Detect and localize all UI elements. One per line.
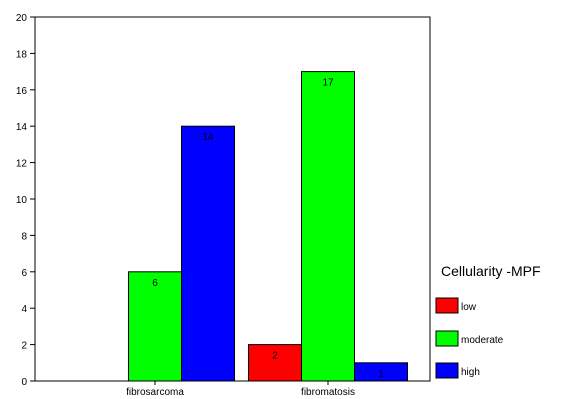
legend-swatch-low xyxy=(435,297,459,314)
legend-title: Cellularity -MPF xyxy=(441,263,541,279)
x-category-label: fibrosarcoma xyxy=(126,387,184,398)
x-category-label: fibromatosis xyxy=(301,387,355,398)
legend-label: low xyxy=(461,302,477,313)
legend-label: moderate xyxy=(461,335,504,346)
y-tick-label: 14 xyxy=(16,122,28,133)
bar-fibrosarcoma-moderate xyxy=(128,271,182,382)
y-tick-label: 6 xyxy=(21,268,27,279)
legend-swatch-moderate xyxy=(435,330,459,347)
legend-label: high xyxy=(461,367,480,378)
legend-swatch-high xyxy=(435,362,459,379)
bar-value-label: 14 xyxy=(202,132,214,143)
y-tick-label: 4 xyxy=(21,304,27,315)
legend: Cellularity -MPF low moderate high xyxy=(435,263,541,379)
bar-value-labels: 6 14 2 17 1 xyxy=(152,78,384,380)
bar-value-label: 1 xyxy=(378,369,384,380)
y-tick-label: 20 xyxy=(16,13,28,24)
bar-value-label: 6 xyxy=(152,278,158,289)
y-tick-label: 12 xyxy=(16,159,28,170)
bar-fibromatosis-moderate xyxy=(301,71,355,382)
y-tick-label: 10 xyxy=(16,195,28,206)
bar-fibrosarcoma-high xyxy=(181,125,235,382)
y-tick-label: 0 xyxy=(21,377,27,388)
bar-value-label: 17 xyxy=(322,78,334,89)
bars xyxy=(128,71,408,382)
bar-value-label: 2 xyxy=(272,351,278,362)
y-tick-label: 18 xyxy=(16,49,28,60)
y-tick-label: 16 xyxy=(16,86,28,97)
y-axis: 0 2 4 6 8 10 12 14 16 18 20 xyxy=(16,13,35,388)
y-tick-label: 2 xyxy=(21,341,27,352)
y-tick-label: 8 xyxy=(21,231,27,242)
bar-fibromatosis-high xyxy=(354,362,408,382)
x-axis: fibrosarcoma fibromatosis xyxy=(126,381,355,398)
